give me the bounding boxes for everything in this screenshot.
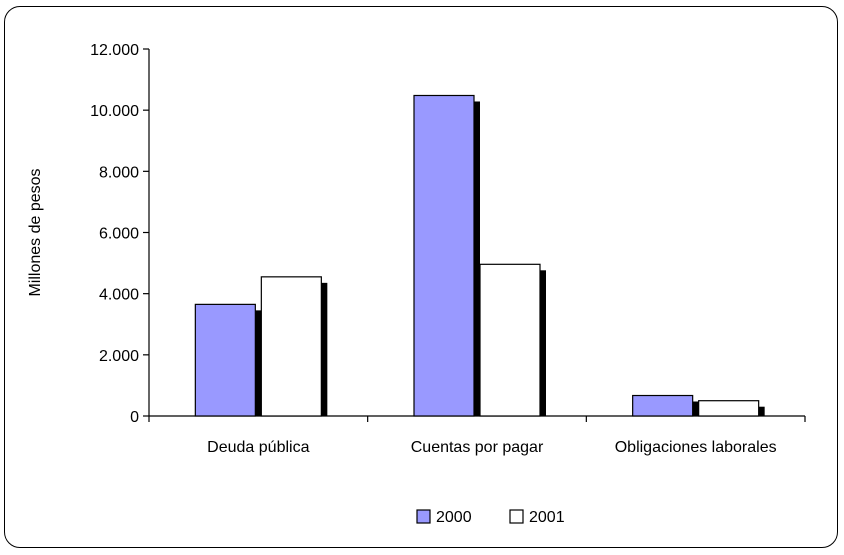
y-tick-label: 12.000: [90, 42, 139, 59]
y-tick-label: 4.000: [99, 287, 139, 304]
bar-2001: [479, 263, 541, 417]
bar-shadow: [758, 406, 765, 416]
bars: [194, 94, 765, 417]
x-tick-label: Deuda pública: [207, 439, 309, 456]
legend-label-2001: 2001: [529, 509, 565, 526]
y-tick-label: 2.000: [99, 348, 139, 365]
bar-shadow: [255, 310, 262, 416]
bar-2001: [698, 400, 760, 417]
legend-swatch-2000: [416, 509, 431, 524]
x-axis: Deuda pública Cuentas por pagar Obligacion…: [148, 415, 806, 456]
bar-shadow: [321, 282, 328, 416]
bar-shadow: [692, 401, 699, 416]
x-tick-label: Cuentas por pagar: [411, 439, 544, 456]
y-tick-label: 8.000: [99, 164, 139, 181]
bar-2001: [260, 276, 322, 417]
bar-2000: [632, 394, 694, 417]
bar-2000: [194, 303, 256, 417]
x-tick-label: Obligaciones laborales: [615, 439, 777, 456]
y-tick-label: 6.000: [99, 226, 139, 243]
y-tick-label: 0: [130, 409, 139, 426]
y-axis: 0 2.000 4.000 6.000 8.000 10.000 12.000: [90, 42, 150, 426]
legend-swatch-2001: [509, 509, 524, 524]
bar-2000: [413, 94, 475, 417]
y-tick-label: 10.000: [90, 103, 139, 120]
legend-label-2000: 2000: [436, 509, 472, 526]
bar-shadow: [474, 101, 480, 416]
bar-shadow: [540, 270, 546, 416]
y-axis-title: Millones de pesos: [27, 168, 44, 296]
legend: 2000 2001: [416, 509, 565, 526]
